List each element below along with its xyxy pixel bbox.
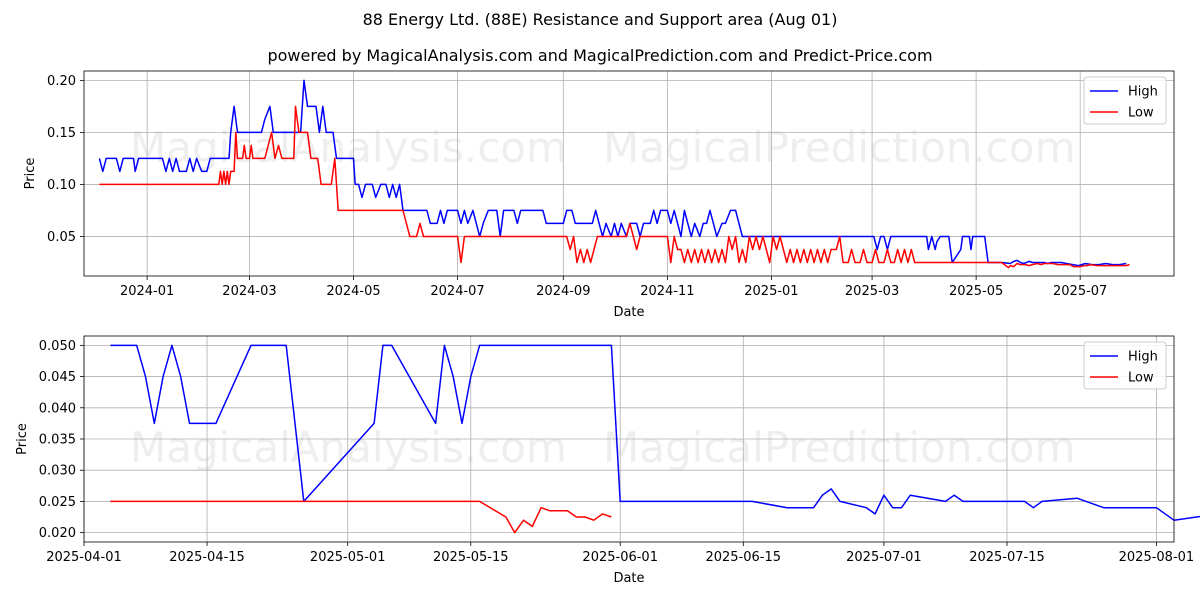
x-tick-label: 2024-01 xyxy=(120,284,174,299)
y-tick-label: 0.045 xyxy=(39,370,76,385)
x-axis-label: Date xyxy=(613,305,644,320)
x-tick-label: 2025-06-01 xyxy=(582,550,658,565)
y-tick-label: 0.020 xyxy=(39,526,76,541)
x-tick-label: 2024-09 xyxy=(536,284,590,299)
x-tick-label: 2024-07 xyxy=(430,284,484,299)
plot-frame xyxy=(83,335,1175,543)
watermark-text: MagicalAnalysis.com xyxy=(130,423,567,472)
x-tick-label: 2025-03 xyxy=(845,284,899,299)
watermark-text: MagicalAnalysis.com xyxy=(130,123,567,172)
x-tick-label: 2025-08-01 xyxy=(1119,550,1195,565)
y-tick-label: 0.050 xyxy=(39,339,76,354)
watermark-text: MagicalPrediction.com xyxy=(603,423,1076,472)
y-tick-label: 0.030 xyxy=(39,464,76,479)
series-line-low xyxy=(110,500,612,534)
legend-label-high: High xyxy=(1128,350,1158,365)
y-tick-label: 0.15 xyxy=(47,126,76,141)
plot-frame xyxy=(83,70,1175,277)
x-tick-label: 2025-07-01 xyxy=(846,550,922,565)
series-line-low xyxy=(99,105,1130,269)
legend-label-high: High xyxy=(1128,85,1158,100)
x-tick-label: 2025-04-01 xyxy=(46,550,122,565)
y-tick-label: 0.20 xyxy=(47,74,76,89)
y-tick-label: 0.10 xyxy=(47,178,76,193)
y-tick-label: 0.040 xyxy=(39,401,76,416)
y-axis-label: Price xyxy=(23,158,38,190)
x-tick-label: 2025-04-15 xyxy=(169,550,245,565)
watermark-text: MagicalPrediction.com xyxy=(603,123,1076,172)
y-axis-label: Price xyxy=(15,423,30,455)
chart-title: 88 Energy Ltd. (88E) Resistance and Supp… xyxy=(362,10,838,29)
x-tick-label: 2024-05 xyxy=(326,284,380,299)
x-tick-label: 2025-05-15 xyxy=(433,550,509,565)
y-tick-label: 0.035 xyxy=(39,433,76,448)
x-tick-label: 2025-06-15 xyxy=(705,550,781,565)
series-line-high xyxy=(98,79,1127,267)
bottom-price-chart: 2025-04-01 2025-04-15 2025-05-01 2025-05-15… xyxy=(15,335,1200,586)
watermark-layer: MagicalAnalysis.com MagicalPrediction.com… xyxy=(130,123,1076,472)
x-tick-label: 2025-05 xyxy=(949,284,1003,299)
y-tick-label: 0.05 xyxy=(47,230,76,245)
x-axis-label: Date xyxy=(613,571,644,586)
legend-label-low: Low xyxy=(1128,106,1154,121)
top-price-chart: 2024-01 2024-03 2024-05 2024-07 2024-09 2024-… xyxy=(23,70,1175,320)
chart-subtitle: powered by MagicalAnalysis.com and Magic… xyxy=(267,46,933,65)
legend-label-low: Low xyxy=(1128,371,1154,386)
x-tick-label: 2025-01 xyxy=(744,284,798,299)
y-tick-label: 0.025 xyxy=(39,495,76,510)
x-tick-label: 2025-07 xyxy=(1053,284,1107,299)
x-tick-label: 2024-11 xyxy=(640,284,694,299)
x-tick-label: 2024-03 xyxy=(222,284,276,299)
series-line-high xyxy=(110,344,1200,521)
x-tick-label: 2025-05-01 xyxy=(310,550,386,565)
x-tick-label: 2025-07-15 xyxy=(969,550,1045,565)
